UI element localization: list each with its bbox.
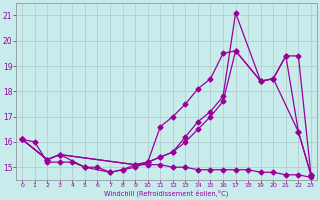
- X-axis label: Windchill (Refroidissement éolien,°C): Windchill (Refroidissement éolien,°C): [104, 190, 229, 197]
